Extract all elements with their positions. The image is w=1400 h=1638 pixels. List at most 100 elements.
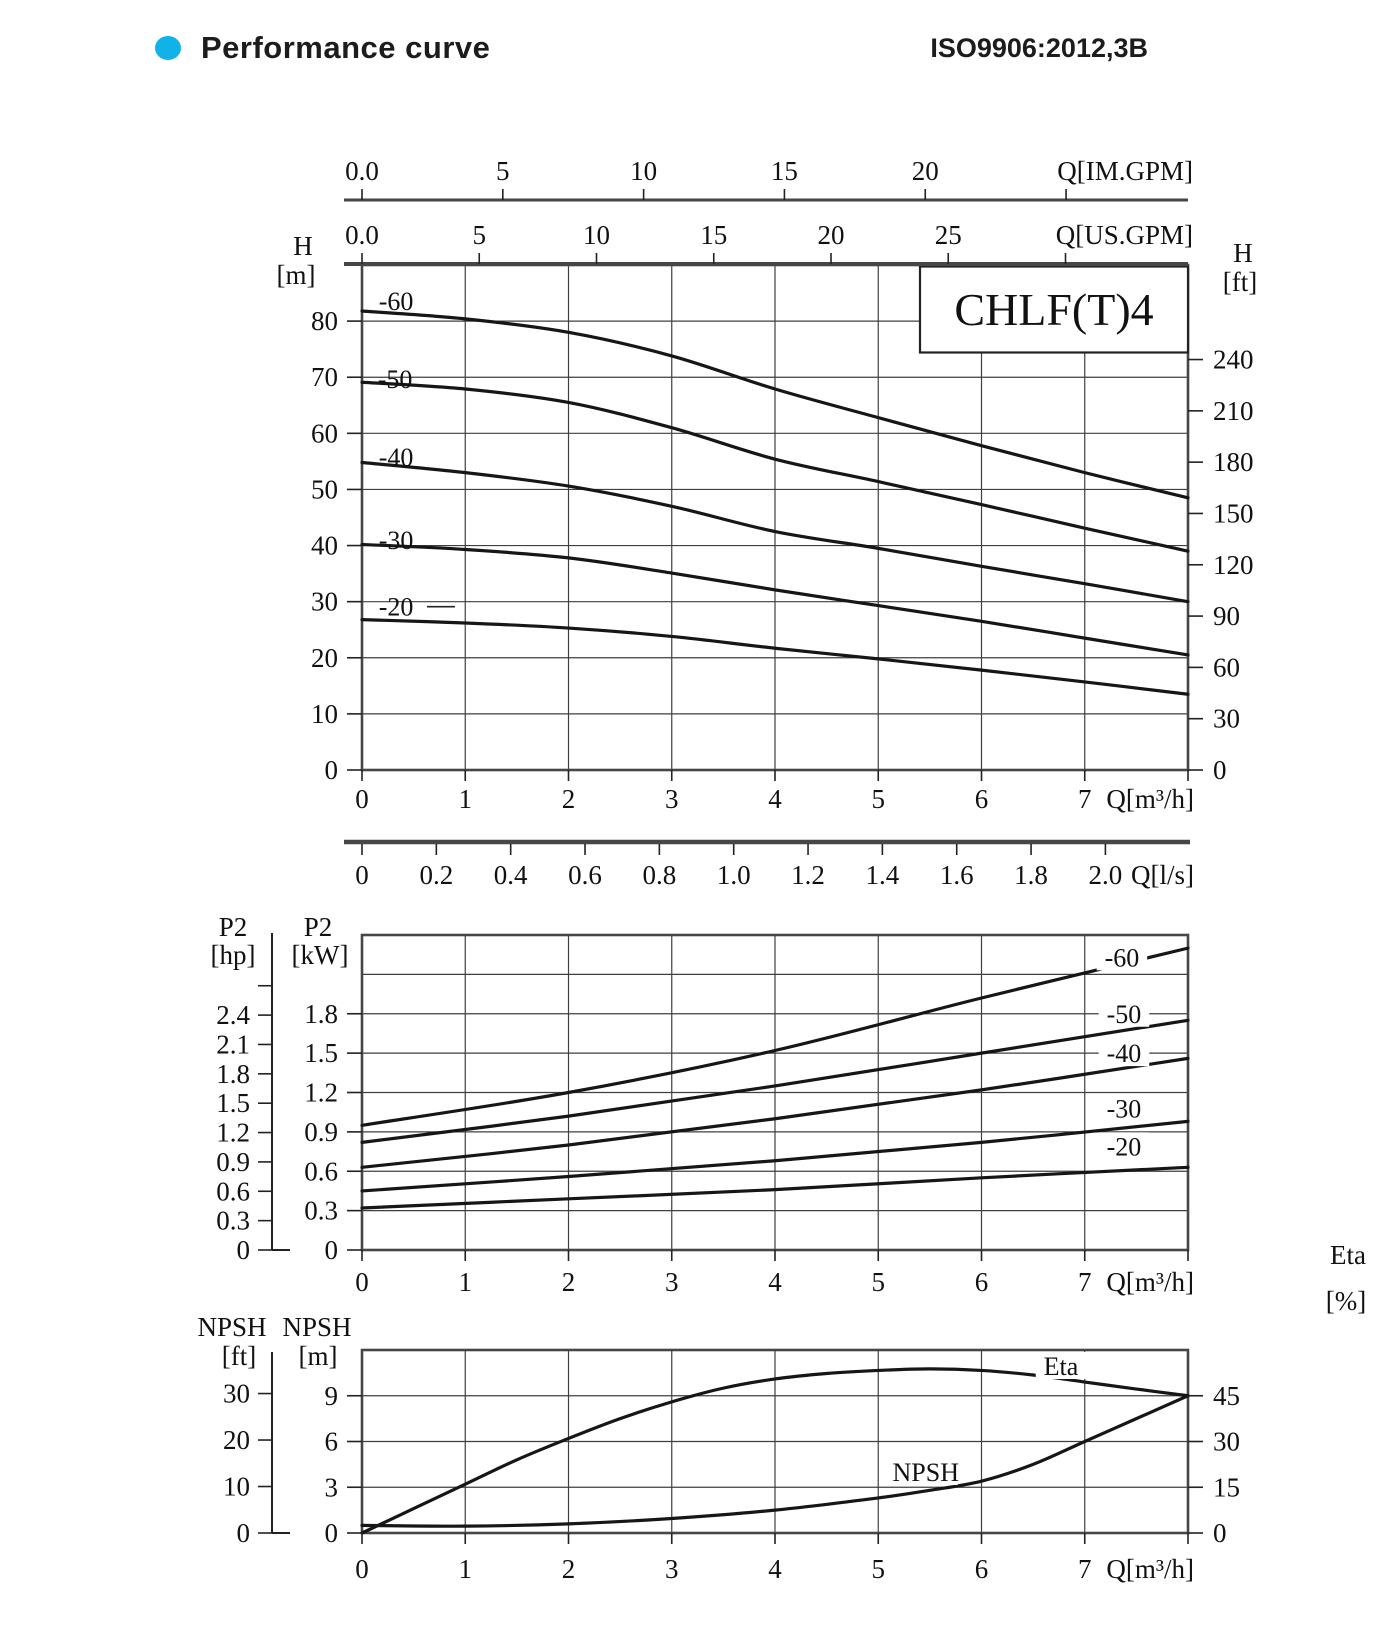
tick-label: 0.3 xyxy=(304,1196,338,1226)
curve-NPSH xyxy=(360,1394,1190,1528)
tick-label: 0 xyxy=(1213,755,1227,785)
x-axis-unit: Q[m³/h] xyxy=(1106,1267,1194,1297)
tick-label: 30 xyxy=(311,587,338,617)
tick-label: 0.6 xyxy=(216,1176,250,1206)
tick-label: 70 xyxy=(311,362,338,392)
tick-label: 60 xyxy=(311,418,338,448)
axis-name: H xyxy=(1233,238,1253,268)
tick-label: 1.8 xyxy=(216,1059,250,1089)
tick-label: 1 xyxy=(459,1267,473,1297)
axis-unit: [%] xyxy=(1326,1286,1366,1316)
p2-hp-axis: 00.30.60.91.21.51.82.12.4 P2[hp] xyxy=(211,912,290,1265)
npsh-chart: EtaNPSH0369NPSH[m]0102030NPSH[ft]0153045… xyxy=(197,1240,1366,1584)
tick-label: 120 xyxy=(1213,550,1254,580)
tick-label: 1.0 xyxy=(717,860,751,890)
power-x-axis: 0 1 2 3 4 5 6 7 Q[m³/h] xyxy=(355,1250,1194,1297)
tick-label: 9 xyxy=(325,1381,339,1411)
p2-kw-header: P2[kW] xyxy=(292,912,349,970)
axis-name: NPSH xyxy=(197,1312,266,1342)
tick-label: 210 xyxy=(1213,396,1254,426)
tick-label: 45 xyxy=(1213,1381,1240,1411)
head-x-axis: 0 1 2 3 4 5 6 7 Q[m³/h] xyxy=(355,770,1194,814)
curve-40 xyxy=(360,1056,1190,1169)
tick-label: 30 xyxy=(1213,704,1240,734)
curve-50 xyxy=(360,1018,1190,1144)
tick-label: 0.0 xyxy=(345,156,379,186)
curve-label-Eta: Eta xyxy=(1044,1352,1079,1381)
tick-label: 1.2 xyxy=(791,860,825,890)
axis-unit: [m] xyxy=(277,260,316,290)
axis-name: H xyxy=(293,231,313,261)
tick-label: 20 xyxy=(223,1425,250,1455)
tick-label: 10 xyxy=(630,156,657,186)
page-title: Performance curve xyxy=(201,30,491,65)
x-axis-unit: Q[m³/h] xyxy=(1106,784,1194,814)
top-axis-unit: Q[IM.GPM] xyxy=(1057,156,1193,186)
head-grid xyxy=(360,263,1190,772)
npsh-ft-axis: 0 10 20 30 NPSH[ft] xyxy=(197,1312,290,1548)
tick-label: 2 xyxy=(562,784,576,814)
tick-label: 1.6 xyxy=(940,860,974,890)
tick-label: 20 xyxy=(818,220,845,250)
p2-kw-axis: 0 0.3 0.6 0.9 1.2 1.5 1.8 xyxy=(304,999,362,1265)
tick-label: 7 xyxy=(1078,1267,1092,1297)
curve-label-20: -20 xyxy=(1107,1132,1142,1161)
tick-label: 1.5 xyxy=(216,1088,250,1118)
tick-label: 1.8 xyxy=(1014,860,1048,890)
tick-label: 5 xyxy=(872,1554,886,1584)
tick-label: 0.9 xyxy=(216,1147,250,1177)
tick-label: 3 xyxy=(665,784,679,814)
tick-label: 20 xyxy=(311,643,338,673)
tick-label: 2 xyxy=(562,1267,576,1297)
x-axis-unit: Q[m³/h] xyxy=(1106,1554,1194,1584)
tick-label: 50 xyxy=(311,474,338,504)
tick-label: 1.4 xyxy=(866,860,900,890)
tick-label: 30 xyxy=(223,1379,250,1409)
tick-label: 1.8 xyxy=(304,999,338,1029)
axis-unit: [ft] xyxy=(1223,267,1257,297)
tick-label: 0 xyxy=(237,1235,251,1265)
tick-label: 10 xyxy=(223,1472,250,1502)
tick-label: 4 xyxy=(768,1554,782,1584)
ls-axis: 0 0.2 0.4 0.6 0.8 1.0 1.2 1.4 1.6 1.8 2.0 Q[l/s] xyxy=(344,839,1194,890)
axis-unit: [ft] xyxy=(222,1341,256,1371)
tick-label: 1.5 xyxy=(304,1038,338,1068)
tick-label: 25 xyxy=(935,220,962,250)
axis-name: P2 xyxy=(304,912,333,942)
tick-label: 1 xyxy=(459,784,473,814)
tick-label: 2.0 xyxy=(1089,860,1123,890)
npsh-grid xyxy=(360,1348,1190,1535)
tick-label: 6 xyxy=(325,1427,339,1457)
curve-label-40: -40 xyxy=(379,443,414,472)
curve-30 xyxy=(360,1119,1190,1193)
tick-label: 0 xyxy=(237,1518,251,1548)
tick-label: 0.0 xyxy=(345,220,379,250)
top-axis-imgpm: 0.0 5 10 15 20 Q[IM.GPM] xyxy=(344,156,1193,202)
bullet-icon xyxy=(155,36,181,60)
curve-60 xyxy=(360,309,1190,500)
tick-label: 0 xyxy=(355,784,369,814)
tick-label: 240 xyxy=(1213,345,1254,375)
tick-label: 0 xyxy=(1213,1518,1227,1548)
tick-label: 7 xyxy=(1078,1554,1092,1584)
tick-label: 0 xyxy=(355,1554,369,1584)
axis-name: Eta xyxy=(1330,1240,1366,1270)
tick-label: 0.8 xyxy=(642,860,676,890)
model-label: CHLF(T)4 xyxy=(954,284,1153,335)
curve-label-NPSH: NPSH xyxy=(893,1458,960,1487)
tick-label: 60 xyxy=(1213,652,1240,682)
curve-60 xyxy=(360,946,1190,1127)
tick-label: 6 xyxy=(975,784,989,814)
tick-label: 5 xyxy=(872,1267,886,1297)
curve-label-30: -30 xyxy=(1107,1094,1142,1123)
curve-label-60: -60 xyxy=(1105,943,1140,972)
tick-label: 15 xyxy=(771,156,798,186)
tick-label: 1.2 xyxy=(216,1118,250,1148)
tick-label: 30 xyxy=(1213,1427,1240,1457)
h-ft-axis: 0 30 60 90 120 150 180 210 240 H[ft] xyxy=(1188,238,1257,785)
standard-label: ISO9906:2012,3B xyxy=(930,33,1148,63)
axis-unit: [kW] xyxy=(292,940,349,970)
tick-label: 10 xyxy=(583,220,610,250)
curve-50 xyxy=(360,380,1190,553)
tick-label: 4 xyxy=(768,1267,782,1297)
